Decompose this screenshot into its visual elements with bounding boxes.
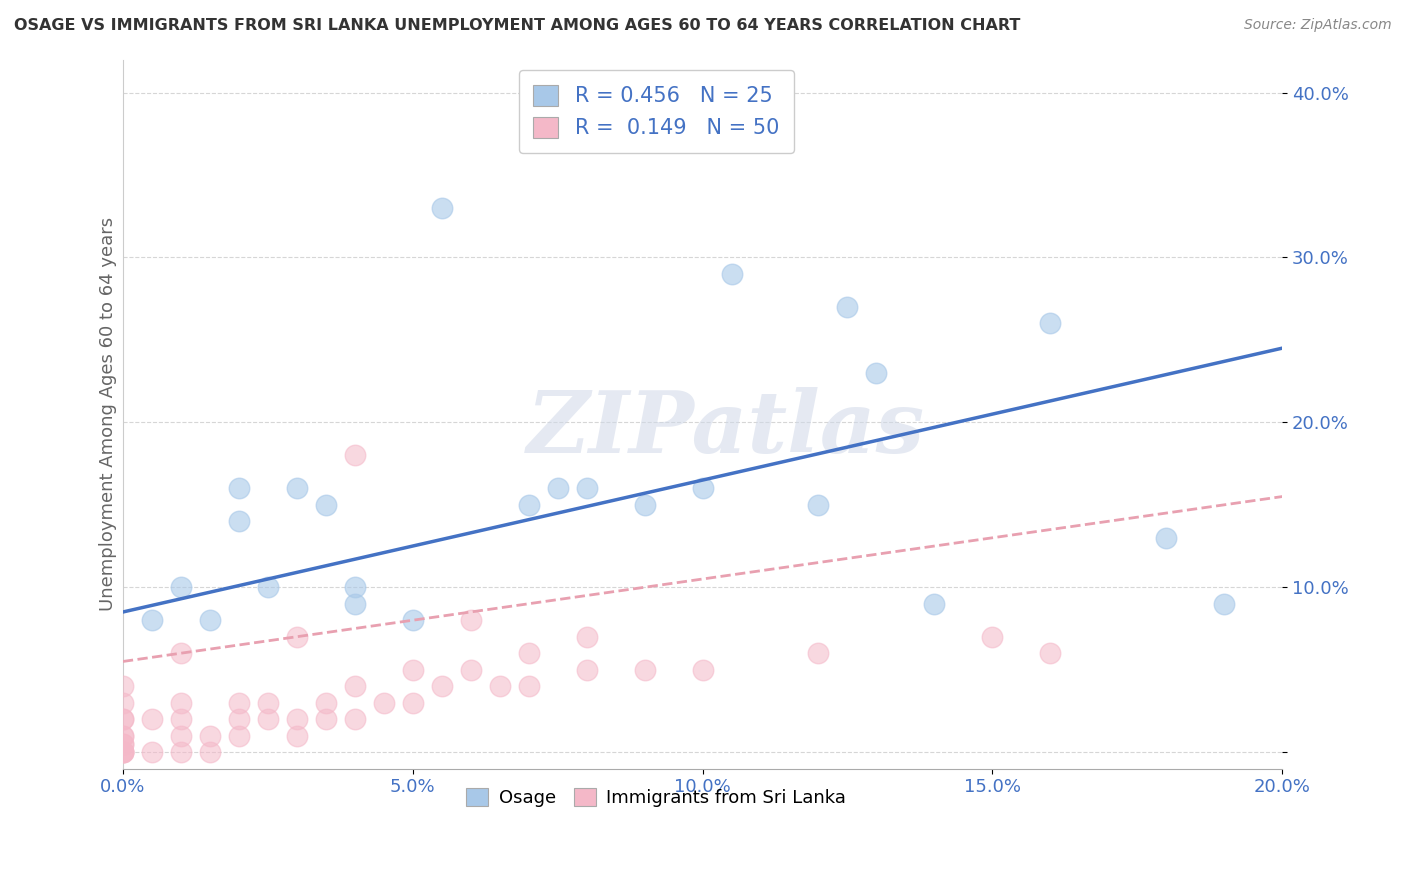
Point <box>111 679 134 693</box>
Text: Source: ZipAtlas.com: Source: ZipAtlas.com <box>1244 18 1392 32</box>
Point <box>517 679 540 693</box>
Point <box>170 646 193 660</box>
Point <box>517 646 540 660</box>
Point <box>228 481 250 495</box>
Point <box>198 729 221 743</box>
Point <box>285 630 308 644</box>
Point <box>343 679 366 693</box>
Point <box>924 597 946 611</box>
Point <box>141 613 163 627</box>
Point <box>837 300 859 314</box>
Point <box>402 696 425 710</box>
Point <box>170 580 193 594</box>
Point <box>170 745 193 759</box>
Point <box>111 737 134 751</box>
Point <box>315 712 337 726</box>
Point <box>343 712 366 726</box>
Point <box>373 696 395 710</box>
Point <box>256 712 278 726</box>
Point <box>111 729 134 743</box>
Point <box>285 712 308 726</box>
Point <box>198 745 221 759</box>
Point <box>807 646 830 660</box>
Point <box>228 712 250 726</box>
Point <box>256 696 278 710</box>
Point <box>111 696 134 710</box>
Point <box>575 630 598 644</box>
Text: ZIPatlas: ZIPatlas <box>527 386 925 470</box>
Point <box>460 613 482 627</box>
Point <box>256 580 278 594</box>
Point <box>170 712 193 726</box>
Point <box>547 481 569 495</box>
Point <box>402 613 425 627</box>
Point <box>430 679 453 693</box>
Point <box>633 663 655 677</box>
Text: OSAGE VS IMMIGRANTS FROM SRI LANKA UNEMPLOYMENT AMONG AGES 60 TO 64 YEARS CORREL: OSAGE VS IMMIGRANTS FROM SRI LANKA UNEMP… <box>14 18 1021 33</box>
Point <box>198 613 221 627</box>
Point <box>111 745 134 759</box>
Point <box>170 729 193 743</box>
Point <box>575 663 598 677</box>
Point <box>807 498 830 512</box>
Point <box>111 737 134 751</box>
Point <box>111 745 134 759</box>
Point <box>228 696 250 710</box>
Point <box>343 448 366 462</box>
Point <box>1213 597 1236 611</box>
Point <box>228 514 250 528</box>
Point <box>343 580 366 594</box>
Point <box>141 745 163 759</box>
Point <box>315 498 337 512</box>
Point <box>692 663 714 677</box>
Point <box>343 597 366 611</box>
Point <box>111 745 134 759</box>
Point <box>633 498 655 512</box>
Point <box>460 663 482 677</box>
Point <box>488 679 510 693</box>
Point <box>692 481 714 495</box>
Point <box>111 729 134 743</box>
Point <box>402 663 425 677</box>
Y-axis label: Unemployment Among Ages 60 to 64 years: Unemployment Among Ages 60 to 64 years <box>100 217 117 611</box>
Point <box>111 712 134 726</box>
Point <box>285 481 308 495</box>
Point <box>430 201 453 215</box>
Point <box>1156 531 1178 545</box>
Point <box>111 712 134 726</box>
Point <box>170 696 193 710</box>
Point <box>111 745 134 759</box>
Point <box>228 729 250 743</box>
Legend: Osage, Immigrants from Sri Lanka: Osage, Immigrants from Sri Lanka <box>457 779 855 816</box>
Point <box>1039 646 1062 660</box>
Point <box>981 630 1004 644</box>
Point <box>285 729 308 743</box>
Point <box>1039 317 1062 331</box>
Point <box>865 366 887 380</box>
Point <box>141 712 163 726</box>
Point <box>575 481 598 495</box>
Point <box>720 267 742 281</box>
Point <box>517 498 540 512</box>
Point <box>315 696 337 710</box>
